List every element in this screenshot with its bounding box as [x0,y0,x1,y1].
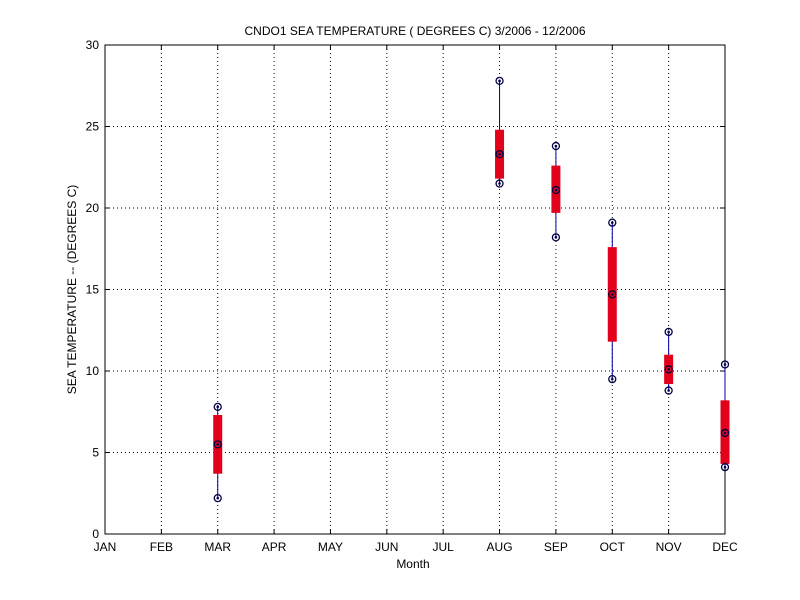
stat-marker [551,233,561,242]
y-axis-label: SEA TEMPERATURE -- (DEGREES C) [65,185,79,395]
x-tick-label: JUL [433,540,455,554]
grid-layer [105,45,725,534]
box-sep [551,141,561,242]
marker-dot [554,236,558,239]
stat-marker [551,185,561,195]
marker-dot [667,368,670,371]
x-tick-label: MAY [318,540,343,554]
marker-dot [667,389,670,392]
box-mar [213,402,223,503]
box-dec [720,360,730,472]
x-tick-label: DEC [712,540,738,554]
chart-title: CNDO1 SEA TEMPERATURE ( DEGREES C) 3/200… [244,24,585,38]
marker-dot [498,182,501,185]
marker-ring [551,233,561,242]
stat-marker [495,76,504,86]
marker-ring [213,440,222,449]
stat-marker [213,493,222,503]
stat-marker [213,440,222,449]
box-series [213,76,730,503]
box-oct [607,218,617,384]
marker-ring [551,141,561,151]
x-tick-label: NOV [656,540,682,554]
marker-dot [554,188,558,192]
marker-ring [664,386,673,395]
stat-marker [495,150,504,159]
marker-ring [495,179,504,188]
stat-marker [213,402,222,412]
marker-dot [723,465,727,469]
y-tick-label: 0 [92,527,99,541]
marker-ring [720,428,730,438]
marker-ring [213,493,222,503]
x-tick-label: SEP [544,540,568,554]
stat-marker [664,386,673,395]
y-tick-label: 25 [86,120,100,134]
x-axis-label: Month [396,557,429,571]
x-tick-label: JAN [94,540,117,554]
marker-ring [213,402,222,412]
marker-ring [720,360,730,369]
marker-dot [216,405,220,409]
x-tick-label: FEB [150,540,173,554]
stat-marker [664,365,673,374]
marker-dot [554,144,558,148]
marker-ring [495,150,504,159]
marker-dot [610,377,614,381]
stat-marker [495,179,504,188]
marker-dot [498,79,501,83]
stat-marker [720,360,730,369]
marker-ring [608,290,617,299]
stat-marker [608,290,617,299]
marker-dot [723,363,727,366]
marker-dot [498,152,501,156]
x-tick-label: JUN [375,540,398,554]
marker-ring [551,185,561,195]
marker-dot [216,496,220,500]
stat-marker [551,141,561,151]
stat-marker [608,374,617,384]
marker-dot [216,443,220,446]
x-tick-label: AUG [487,540,513,554]
marker-ring [664,327,673,337]
marker-dot [610,293,614,296]
stat-marker [664,327,673,337]
marker-ring [720,463,730,472]
marker-ring [608,374,617,384]
y-tick-label: 5 [92,446,99,460]
x-tick-label: MAR [204,540,231,554]
marker-dot [610,221,614,224]
x-tick-label: APR [262,540,287,554]
y-tick-label: 20 [86,201,100,215]
stat-marker [720,463,730,472]
marker-ring [608,218,617,227]
y-tick-label: 10 [86,364,100,378]
stat-marker [720,428,730,438]
x-tick-label: OCT [600,540,626,554]
box-aug [495,76,505,188]
marker-dot [667,330,670,334]
y-tick-label: 30 [86,38,100,52]
y-tick-label: 15 [86,283,100,297]
stat-marker [608,218,617,227]
tick-layer: 0 5 10 15 20 25 30 JAN FEB MAR APR MAY JUN JUL AUG SEP O… [86,38,738,554]
marker-dot [723,431,727,435]
box-nov [664,327,674,395]
marker-ring [495,76,504,86]
marker-ring [664,365,673,374]
